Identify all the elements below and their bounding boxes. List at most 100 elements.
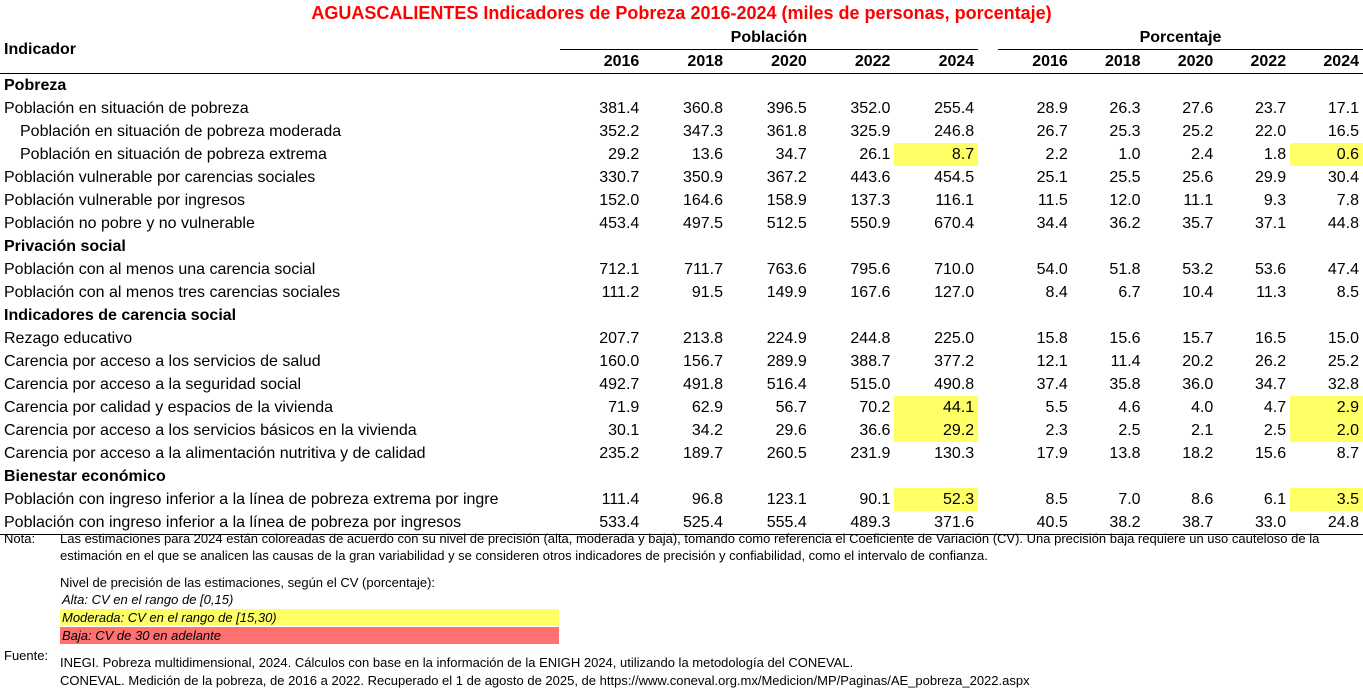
- precision-alta: Alta: CV en el rango de [0,15): [62, 592, 234, 607]
- poblacion-cell: 361.8: [766, 123, 807, 140]
- porcentaje-cell: 26.7: [1036, 123, 1068, 140]
- indicator-label: Carencia por acceso a la seguridad socia…: [4, 376, 302, 393]
- fuente-label: Fuente:: [4, 648, 49, 663]
- porcentaje-cell: 15.7: [1182, 330, 1214, 347]
- porcentaje-cell: 1.8: [1263, 146, 1287, 163]
- porcentaje-cell: 47.4: [1327, 261, 1359, 278]
- precision-baja: Baja: CV de 30 en adelante: [60, 627, 559, 644]
- porcentaje-cell: 26.3: [1109, 100, 1141, 117]
- poblacion-cell: 26.1: [859, 146, 891, 163]
- poblacion-cell: 289.9: [766, 353, 807, 370]
- porcentaje-cell: 4.6: [1118, 399, 1141, 416]
- porcentaje-cell: 54.0: [1036, 261, 1068, 278]
- porcentaje-cell: 2.2: [1045, 146, 1068, 163]
- porcentaje-cell: 25.6: [1182, 169, 1214, 186]
- poblacion-cell: 443.6: [850, 169, 891, 186]
- porcentaje-cell: 25.2: [1182, 123, 1214, 140]
- year-header: 2020: [727, 49, 811, 74]
- porcentaje-cell: 3.5: [1290, 488, 1363, 511]
- poblacion-cell: 123.1: [766, 491, 807, 508]
- porcentaje-cell: 11.4: [1110, 353, 1141, 370]
- table-row: Carencia por acceso a los servicios de s…: [0, 350, 1363, 373]
- porcentaje-cell: 37.4: [1036, 376, 1068, 393]
- porcentaje-cell: 15.0: [1327, 330, 1359, 347]
- porcentaje-cell: 34.4: [1036, 215, 1068, 232]
- year-header: 2022: [810, 49, 895, 74]
- poblacion-cell: 512.5: [766, 215, 807, 232]
- poblacion-cell: 56.7: [775, 399, 807, 416]
- poblacion-cell: 454.5: [934, 169, 975, 186]
- fuente-inegi: INEGI. Pobreza multidimensional, 2024. C…: [60, 655, 854, 670]
- poblacion-cell: 515.0: [850, 376, 891, 393]
- poblacion-cell: 152.0: [599, 192, 640, 209]
- poblacion-cell: 367.2: [766, 169, 807, 186]
- header-poblacion: Población: [559, 26, 979, 50]
- porcentaje-cell: 1.0: [1118, 146, 1141, 163]
- porcentaje-cell: 2.9: [1290, 396, 1363, 419]
- poblacion-cell: 711.7: [684, 261, 724, 278]
- poblacion-cell: 130.3: [934, 445, 975, 462]
- poblacion-cell: 36.6: [859, 422, 891, 439]
- spacer: [978, 511, 999, 535]
- porcentaje-cell: 8.6: [1191, 491, 1214, 508]
- porcentaje-cell: 30.4: [1327, 169, 1359, 186]
- poblacion-cell: 712.1: [599, 261, 640, 278]
- poblacion-cell: 29.2: [894, 419, 979, 442]
- indicator-label: Carencia por acceso a la alimentación nu…: [4, 445, 426, 462]
- poblacion-cell: 111.4: [601, 491, 640, 508]
- poblacion-cell: 127.0: [934, 284, 975, 301]
- spacer: [978, 258, 998, 281]
- poblacion-cell: 396.5: [766, 100, 807, 117]
- table-row: Población con al menos tres carencias so…: [0, 281, 1363, 304]
- nota-text: Las estimaciones para 2024 están colorea…: [60, 531, 1320, 563]
- poblacion-cell: 525.4: [643, 511, 728, 535]
- poblacion-cell: 149.9: [766, 284, 807, 301]
- poblacion-cell: 158.9: [766, 192, 807, 209]
- porcentaje-cell: 23.7: [1254, 100, 1287, 117]
- porcentaje-cell: 15.8: [1036, 330, 1068, 347]
- poblacion-cell: 52.3: [894, 488, 979, 511]
- section-row: Pobreza: [0, 74, 1363, 98]
- porcentaje-cell: 53.6: [1254, 261, 1287, 278]
- poblacion-cell: 330.7: [599, 169, 640, 186]
- poblacion-cell: 381.4: [599, 100, 640, 117]
- poblacion-cell: 44.1: [894, 396, 979, 419]
- porcentaje-cell: 12.1: [1036, 353, 1068, 370]
- poblacion-cell: 453.4: [599, 215, 640, 232]
- poblacion-cell: 347.3: [682, 123, 724, 140]
- poblacion-cell: 91.5: [691, 284, 724, 301]
- poblacion-cell: 30.1: [608, 422, 640, 439]
- porcentaje-cell: 16.5: [1327, 123, 1359, 140]
- porcentaje-cell: 4.7: [1263, 399, 1287, 416]
- porcentaje-cell: 29.9: [1254, 169, 1287, 186]
- indicator-label: Población no pobre y no vulnerable: [4, 215, 255, 232]
- indicator-label: Población con al menos una carencia soci…: [4, 261, 316, 278]
- header-porcentaje: Porcentaje: [998, 26, 1363, 50]
- poblacion-cell: 111.2: [601, 284, 640, 301]
- porcentaje-cell: 9.3: [1263, 192, 1287, 209]
- porcentaje-cell: 2.5: [1263, 422, 1287, 439]
- poblacion-cell: 207.7: [599, 330, 640, 347]
- poblacion-cell: 160.0: [599, 353, 640, 370]
- poblacion-cell: 325.9: [850, 123, 891, 140]
- poblacion-cell: 352.0: [850, 100, 891, 117]
- fuente-coneval: CONEVAL. Medición de la pobreza, de 2016…: [60, 673, 1030, 688]
- poblacion-cell: 490.8: [934, 376, 975, 393]
- year-header: 2016: [559, 49, 644, 74]
- poblacion-cell: 167.6: [850, 284, 891, 301]
- poblacion-cell: 388.7: [850, 353, 891, 370]
- porcentaje-cell: 17.1: [1327, 100, 1359, 117]
- porcentaje-cell: 35.7: [1182, 215, 1214, 232]
- porcentaje-cell: 17.9: [1036, 445, 1068, 462]
- indicator-label: Rezago educativo: [4, 330, 133, 347]
- poblacion-cell: 492.7: [599, 376, 640, 393]
- poblacion-cell: 225.0: [934, 330, 975, 347]
- porcentaje-cell: 11.3: [1256, 284, 1287, 301]
- table-body: Pobreza Población en situación de pobreza…: [0, 74, 1363, 535]
- porcentaje-cell: 25.2: [1327, 353, 1359, 370]
- indicator-label: Carencia por calidad y espacios de la vi…: [4, 399, 334, 416]
- porcentaje-cell: 2.0: [1290, 419, 1363, 442]
- spacer: [978, 442, 998, 465]
- porcentaje-cell: 2.3: [1045, 422, 1068, 439]
- poblacion-cell: 34.7: [775, 146, 807, 163]
